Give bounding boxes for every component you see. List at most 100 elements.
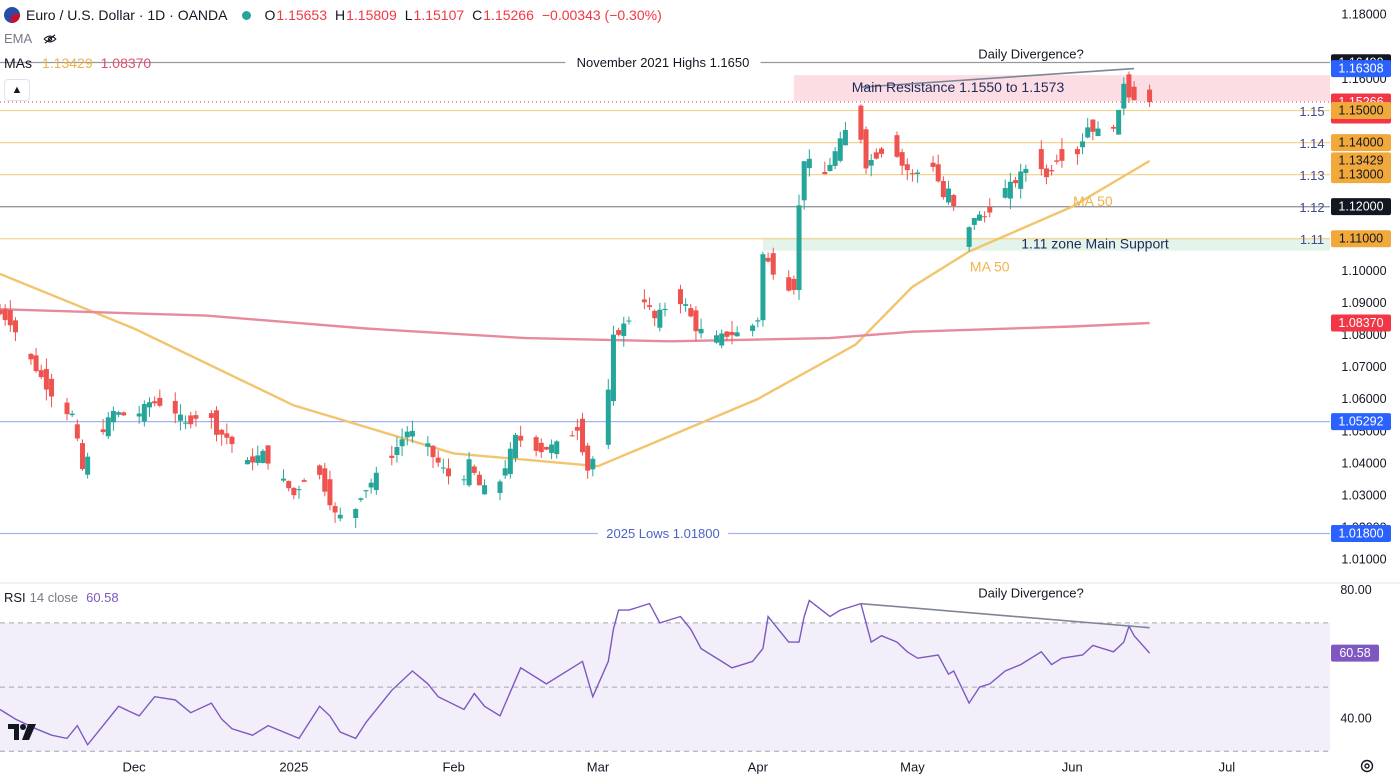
candle-body xyxy=(1147,89,1153,103)
price-scale-label: 1.11000 xyxy=(1339,232,1383,246)
resistance-zone-label: Main Resistance 1.1550 to 1.1573 xyxy=(852,79,1065,95)
candle-body xyxy=(116,412,122,415)
candle-body xyxy=(879,148,885,154)
candle-body xyxy=(760,254,766,321)
candle-body xyxy=(507,448,513,475)
candle-body xyxy=(734,332,740,337)
candle-body xyxy=(172,400,178,414)
candle-body xyxy=(683,304,689,306)
candle-body xyxy=(265,445,271,464)
candle-body xyxy=(662,308,668,311)
candle-body xyxy=(399,439,405,447)
candle-body xyxy=(786,277,792,291)
ema-label[interactable]: EMA xyxy=(4,31,33,46)
candle-body xyxy=(255,455,261,463)
candle-body xyxy=(719,333,725,346)
market-status-icon[interactable] xyxy=(241,10,251,20)
low-value: 1.15107 xyxy=(413,7,465,23)
candle-body xyxy=(219,429,225,435)
candle-body xyxy=(461,479,467,481)
candle-body xyxy=(1126,74,1132,98)
tradingview-logo-icon[interactable] xyxy=(6,720,40,742)
candle-body xyxy=(291,487,297,496)
candle-body xyxy=(353,508,359,519)
candle-body xyxy=(497,481,503,493)
candle-body xyxy=(930,162,936,167)
candle-body xyxy=(873,152,879,159)
price-scale-label-bg xyxy=(1331,102,1391,120)
price-axis-tick: 1.07000 xyxy=(1341,360,1386,374)
candle-body xyxy=(1023,168,1029,173)
level-label-1.13: 1.13 xyxy=(1299,168,1324,183)
mas-indicator-row[interactable]: MAs 1.13429 1.08370 xyxy=(4,55,151,71)
time-axis-tick: 2025 xyxy=(279,759,308,774)
candle-body xyxy=(476,474,482,486)
price-scale-label-bg xyxy=(1331,60,1391,78)
candle-body xyxy=(214,410,220,435)
candle-body xyxy=(1002,188,1008,198)
mas-label[interactable]: MAs xyxy=(4,55,32,71)
candle-body xyxy=(430,445,436,458)
candle-body xyxy=(435,457,441,463)
candle-body xyxy=(652,310,658,319)
candle-body xyxy=(827,164,833,171)
price-scale-label-bg xyxy=(1331,525,1391,543)
candle-body xyxy=(1054,160,1060,162)
level-label-1.11: 1.11 xyxy=(1300,232,1324,247)
chevron-up-icon: ▲ xyxy=(11,84,23,96)
candle-body xyxy=(647,305,653,307)
candle-body xyxy=(533,437,539,451)
candle-body xyxy=(915,172,921,174)
candle-body xyxy=(2,309,8,321)
rsi-name[interactable]: RSI xyxy=(4,590,26,605)
eur-usd-flag-icon xyxy=(4,7,20,23)
candle-body xyxy=(801,161,807,201)
price-axis-tick: 1.18000 xyxy=(1341,8,1386,22)
candle-body xyxy=(394,447,400,456)
high-value: 1.15809 xyxy=(346,7,397,23)
candle-body xyxy=(832,151,838,166)
candle-body xyxy=(538,442,544,453)
candle-body xyxy=(755,320,761,322)
time-axis-tick: Jul xyxy=(1219,759,1236,774)
candle-body xyxy=(750,325,756,331)
candle-body xyxy=(765,257,771,262)
candle-body xyxy=(244,459,250,465)
price-axis-tick: 1.01000 xyxy=(1341,552,1386,566)
support-zone-label: 1.11 zone Main Support xyxy=(1021,235,1169,251)
price-axis-tick: 1.09000 xyxy=(1341,296,1386,310)
candle-body xyxy=(842,129,848,146)
collapse-legend-button[interactable]: ▲ xyxy=(4,79,30,101)
settings-gear-icon[interactable] xyxy=(1359,758,1375,774)
candle-body xyxy=(971,217,977,225)
candle-body xyxy=(585,445,591,471)
candle-body xyxy=(791,278,797,290)
price-divergence-annotation: Daily Divergence? xyxy=(978,47,1084,62)
candle-body xyxy=(100,429,106,433)
hidden-eye-icon[interactable] xyxy=(42,33,58,44)
candle-body xyxy=(569,435,575,437)
price-scale-label-bg xyxy=(1331,152,1391,170)
candle-body xyxy=(899,152,905,166)
ema-indicator-row[interactable]: EMA xyxy=(4,31,58,46)
time-axis-tick: Dec xyxy=(122,759,146,774)
high-label: H xyxy=(335,7,346,23)
close-label: C xyxy=(472,7,483,23)
level-label-1.15: 1.15 xyxy=(1299,104,1324,119)
candle-body xyxy=(332,506,338,513)
candle-body xyxy=(1007,181,1013,199)
candle-body xyxy=(863,129,869,169)
candle-body xyxy=(471,466,477,473)
rsi-legend[interactable]: RSI 14 close 60.58 xyxy=(4,590,119,605)
candle-body xyxy=(49,378,55,397)
symbol-title[interactable]: Euro / U.S. Dollar · 1D · OANDA xyxy=(26,7,228,23)
price-axis-tick: 1.03000 xyxy=(1341,488,1386,502)
candle-body xyxy=(574,427,580,431)
resistance-zone xyxy=(793,75,1330,102)
price-scale-label-bg xyxy=(1331,198,1391,216)
candle-body xyxy=(260,450,266,463)
candle-body xyxy=(904,164,910,171)
price-scale-label: 1.14000 xyxy=(1338,135,1383,149)
candle-body xyxy=(193,415,199,419)
